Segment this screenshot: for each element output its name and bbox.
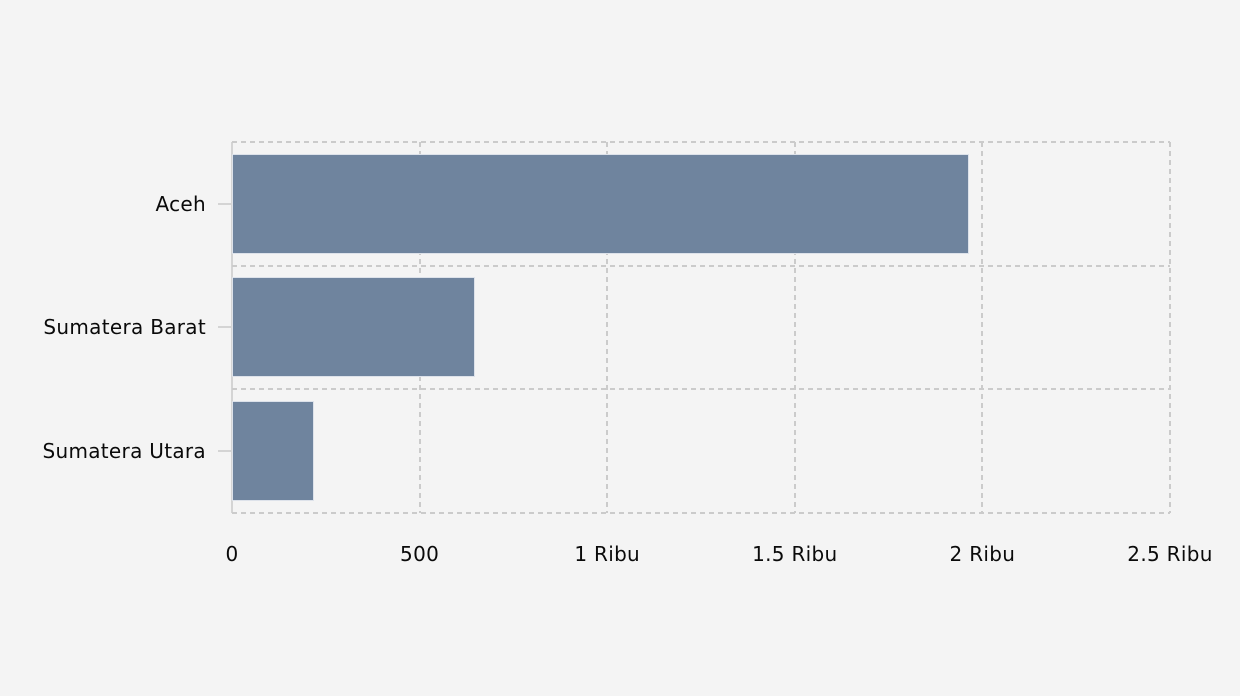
horizontal-gridline (232, 512, 1170, 514)
category-label: Sumatera Utara (42, 439, 206, 464)
horizontal-gridline (232, 141, 1170, 143)
x-tick-label: 500 (400, 542, 440, 566)
vertical-gridline (981, 142, 984, 513)
vertical-gridline (606, 142, 609, 513)
bar-row: Sumatera Utara (42, 389, 1170, 513)
bar (232, 153, 970, 254)
x-tick-label: 1.5 Ribu (752, 542, 838, 566)
x-tick-label: 2 Ribu (949, 542, 1016, 566)
x-tick-label: 0 (225, 542, 239, 566)
bar (232, 401, 315, 502)
category-label: Sumatera Barat (43, 315, 206, 340)
y-axis-tick (218, 202, 231, 205)
category-label: Aceh (155, 191, 206, 216)
vertical-gridline (793, 142, 796, 513)
x-tick-label: 2.5 Ribu (1127, 542, 1213, 566)
y-axis-tick (218, 450, 231, 453)
bar (232, 277, 476, 378)
y-axis-tick (218, 326, 231, 329)
bar-row: Sumatera Barat (43, 266, 1170, 390)
horizontal-gridline (232, 264, 1170, 267)
bar-row: Aceh (155, 142, 1170, 266)
horizontal-gridline (232, 388, 1170, 391)
plot-area: Aceh Sumatera Barat Sumatera Utara 0 500 1 R… (42, 141, 1212, 566)
vertical-gridline (1169, 142, 1171, 513)
x-tick-label: 1 Ribu (574, 542, 641, 566)
